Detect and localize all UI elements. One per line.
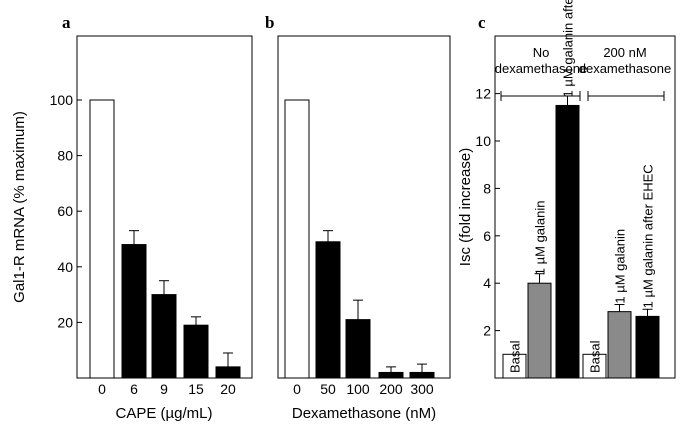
panel-a-y-tick-label: 80 [57,148,73,164]
panel-a-bar [151,294,177,379]
panel-a-bar [89,99,115,379]
panel-a-plot: 20 40 60 80 100 0 6 9 15 20 [50,92,241,397]
panel-c-y-axis-label: Isc (fold increase) [457,148,474,266]
panel-a-bar [121,244,147,379]
panel-a-y-axis-label: Gal1-R mRNA (% maximum) [11,111,28,303]
panel-b-x-tick-label: 100 [346,381,370,397]
panel-b-bar [409,371,435,379]
panel-a-x-tick-label: 0 [98,381,106,397]
panel-a-x-tick-label: 20 [220,381,236,397]
panel-c-bar-label: 1 µM galanin [533,200,548,275]
panel-c-bar-label: Basal [508,340,523,373]
group-2-label-line2: dexamethasone [579,61,672,76]
panel-c-y-tick-label: 2 [483,323,491,339]
panel-a-y-tick-label: 20 [57,314,73,330]
panel-b-x-tick-label: 0 [293,381,301,397]
group-2-label-line1: 200 nM [603,45,646,60]
panel-a-x-tick-label: 6 [130,381,138,397]
panel-b-bar [345,319,371,379]
panel-c-bar-label: Basal [588,340,603,373]
panel-a-y-tick-label: 60 [57,203,73,219]
panel-b-x-tick-label: 300 [410,381,434,397]
panel-c-y-tick-label: 6 [483,228,491,244]
panel-b-x-tick-label: 200 [379,381,403,397]
panel-b-bar [284,99,310,379]
group-1-label-line2: dexamethasone [495,61,588,76]
panel-a-bar [215,366,241,379]
panel-a-y-tick-label: 40 [57,259,73,275]
panel-b-bar [378,371,404,379]
group-1-label-line1: No [533,45,550,60]
panel-c-bar [502,353,527,379]
panel-letter-a: a [62,13,71,32]
panel-c-plot: 2 4 6 8 10 12 Basal 1 µM galanin 1 µM galanin af… [475,0,660,379]
panel-letter-c: c [478,13,486,32]
panel-a-x-axis-label: CAPE (µg/mL) [116,405,213,422]
panel-a-x-tick-label: 9 [160,381,168,397]
panel-c-bar [582,353,607,379]
panel-c-y-tick-label: 12 [475,86,491,102]
panel-c-y-tick-label: 10 [475,133,491,149]
panel-c-bar [555,104,580,379]
panel-a-x-tick-label: 15 [188,381,204,397]
panel-c-bar-label: 1 µM galanin after EHEC [561,0,576,97]
panel-b-x-tick-label: 50 [320,381,336,397]
panel-c-bar [607,311,632,379]
panel-c-bar [635,315,660,379]
panel-a-bar [183,324,209,379]
panel-b-bar [315,241,341,379]
panel-a-y-tick-label: 100 [50,92,74,108]
panel-c-y-tick-label: 8 [483,180,491,196]
panel-c-bar [527,282,552,379]
panel-b-x-axis-label: Dexamethasone (nM) [292,405,436,422]
group-2-bracket [587,91,665,101]
panel-c-bar-label: 1 µM galanin [613,229,628,304]
panel-c-bar-label: 1 µM galanin after EHEC [641,164,656,308]
panel-b-plot: 0 50 100 200 300 [284,99,435,397]
panel-c-y-tick-label: 4 [483,275,491,291]
panel-letter-b: b [265,13,274,32]
